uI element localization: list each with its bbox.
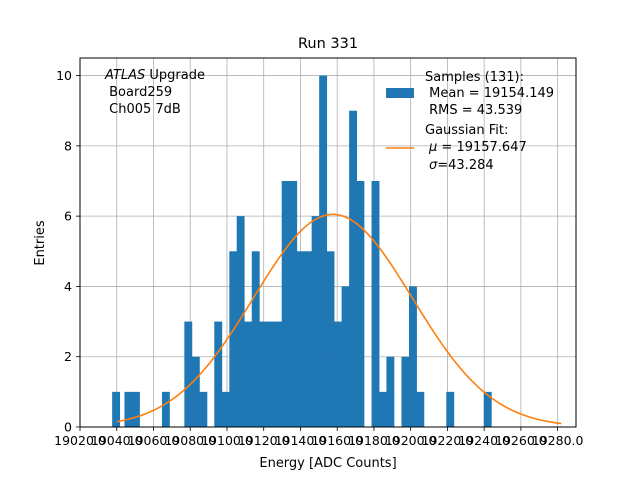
x-axis-ticks: 19020.019040.019060.019080.019100.019120…	[54, 427, 584, 448]
histogram-bar	[319, 75, 328, 428]
histogram-bar	[124, 391, 133, 427]
x-tick-label: 19040.0	[91, 433, 143, 448]
y-tick-label: 4	[64, 279, 72, 294]
legend-sigma-value: =43.284	[437, 158, 493, 173]
x-tick-label: 19180.0	[348, 433, 400, 448]
histogram-bar	[296, 251, 305, 427]
chart-title: Run 331	[298, 36, 358, 52]
histogram-bar	[356, 181, 365, 427]
x-tick-label: 19020.0	[54, 433, 106, 448]
legend-hist-swatch	[386, 88, 414, 98]
annotation-upgrade: Upgrade	[145, 68, 205, 83]
histogram-bar	[379, 391, 387, 427]
legend-fit-mu: μ = 19157.647	[428, 140, 527, 155]
histogram-bar	[266, 321, 275, 427]
histogram-bar	[112, 391, 121, 427]
y-axis-ticks: 0 2 4 6 8 10	[56, 68, 80, 435]
histogram-bar	[184, 321, 193, 427]
histogram-bar	[349, 110, 358, 427]
histogram-bar	[371, 181, 380, 427]
histogram-bar	[244, 321, 253, 427]
legend-fit-sigma: σ=43.284	[429, 158, 494, 173]
annotation-atlas: ATLAS	[104, 68, 145, 83]
annotation-line-1: ATLAS Upgrade	[104, 68, 205, 83]
histogram-bar	[229, 251, 238, 427]
y-tick-label: 10	[56, 68, 72, 83]
x-tick-label: 19260.0	[495, 433, 547, 448]
histogram-bar	[386, 356, 395, 427]
histogram-bar	[131, 391, 140, 427]
histogram-bar	[251, 251, 260, 427]
legend-hist-rms: RMS = 43.539	[425, 103, 522, 118]
y-tick-label: 8	[64, 138, 72, 153]
x-tick-label: 19120.0	[238, 433, 290, 448]
histogram-bar	[289, 181, 298, 427]
gaussian-fit-line	[116, 213, 562, 425]
x-axis-label: Energy [ADC Counts]	[259, 456, 396, 471]
legend-mu-value: = 19157.647	[437, 140, 526, 155]
annotation-line-2: Board259	[105, 85, 172, 100]
x-tick-label: 19100.0	[201, 433, 253, 448]
histogram-bar	[191, 356, 200, 427]
plot-frame	[79, 57, 577, 428]
legend: Samples (131): Mean = 19154.149 RMS = 43…	[386, 70, 554, 173]
y-tick-label: 2	[64, 349, 72, 364]
x-tick-label: 19240.0	[458, 433, 510, 448]
histogram-bar	[161, 391, 170, 427]
legend-hist-title: Samples (131):	[425, 70, 524, 85]
legend-sigma-symbol: σ	[429, 158, 438, 173]
histogram-bar	[214, 321, 223, 427]
histogram-bar	[416, 391, 425, 427]
histogram-bar	[341, 286, 350, 427]
histogram-bar	[221, 391, 230, 427]
atlas-annotation: ATLAS Upgrade Board259 Ch005 7dB	[104, 68, 205, 117]
legend-fit-title: Gaussian Fit:	[425, 123, 508, 138]
x-tick-label: 19140.0	[275, 433, 327, 448]
legend-hist-mean: Mean = 19154.149	[425, 86, 554, 101]
histogram-bar	[199, 391, 208, 427]
histogram-bar	[304, 251, 313, 427]
x-tick-label: 19220.0	[422, 433, 474, 448]
histogram-bar	[259, 321, 268, 427]
histogram-bars	[112, 75, 492, 428]
x-tick-label: 19080.0	[164, 433, 216, 448]
x-tick-label: 19200.0	[385, 433, 437, 448]
x-tick-label: 19280.0	[532, 433, 584, 448]
histogram-bar	[446, 391, 455, 427]
histogram-bar	[311, 216, 320, 427]
histogram-bar	[409, 286, 417, 427]
histogram-bar	[483, 391, 492, 427]
annotation-line-3: Ch005 7dB	[105, 102, 181, 117]
histogram-bar	[274, 321, 283, 427]
histogram-bar	[401, 356, 410, 427]
legend-mu-symbol: μ	[428, 140, 437, 155]
histogram-bar	[281, 181, 290, 427]
y-tick-label: 0	[64, 420, 72, 435]
x-tick-label: 19060.0	[128, 433, 180, 448]
x-tick-label: 19160.0	[311, 433, 363, 448]
y-tick-label: 6	[64, 209, 72, 224]
y-axis-label: Entries	[33, 220, 48, 266]
histogram-bar	[326, 251, 335, 427]
histogram-bar	[236, 216, 245, 427]
histogram-bar	[334, 321, 342, 427]
